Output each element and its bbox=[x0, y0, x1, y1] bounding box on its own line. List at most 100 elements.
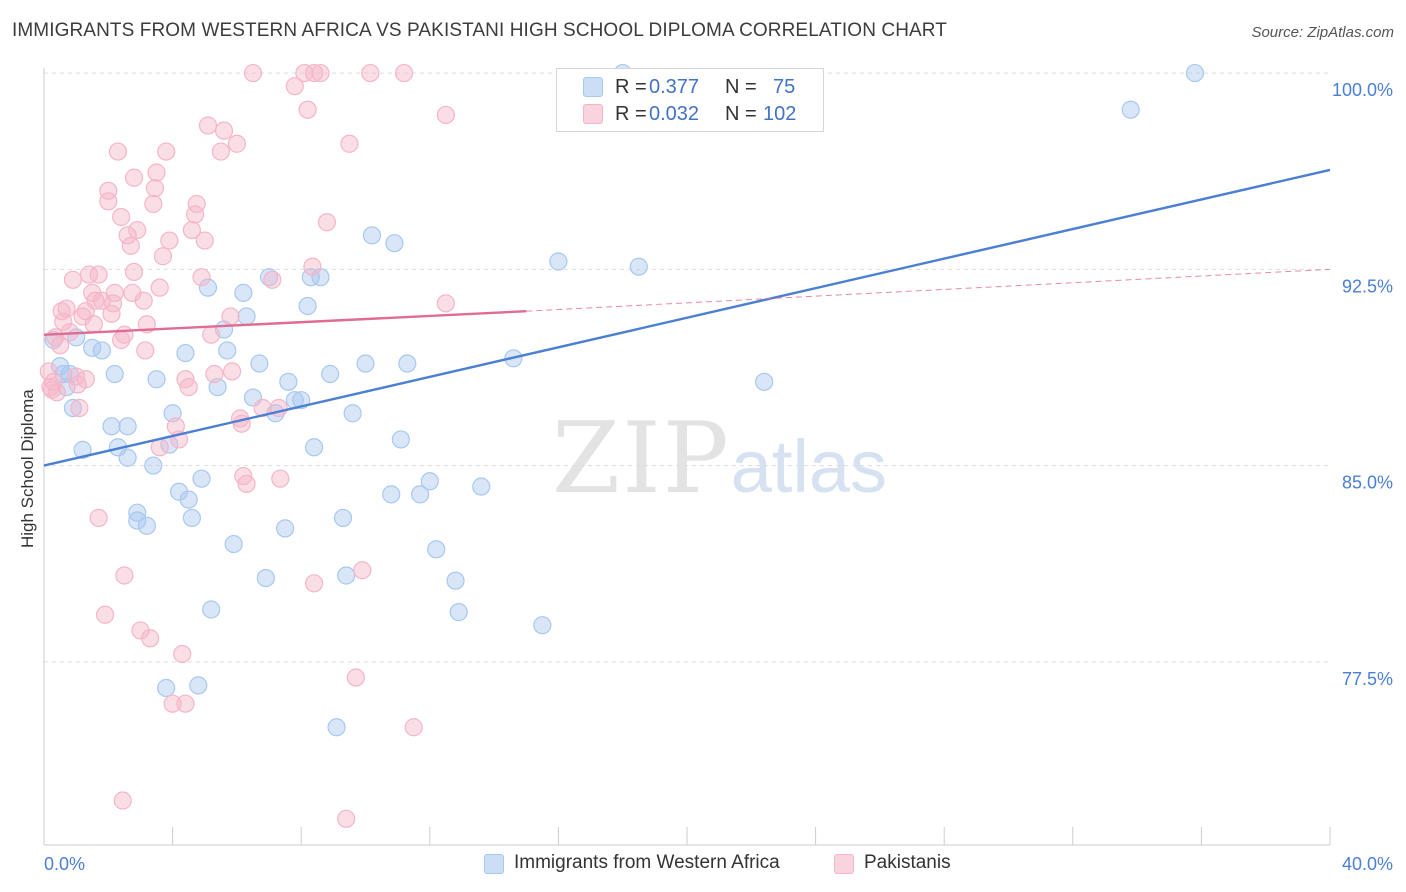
point-pakistanis bbox=[317, 213, 337, 232]
trend-line-pakistanis-extension bbox=[526, 268, 1331, 312]
point-western-africa bbox=[234, 283, 253, 302]
legend-label-western-africa: Immigrants from Western Africa bbox=[514, 852, 780, 873]
point-western-africa bbox=[192, 469, 211, 488]
point-pakistanis bbox=[198, 116, 218, 135]
point-pakistanis bbox=[304, 574, 324, 593]
point-pakistanis bbox=[108, 142, 128, 161]
point-pakistanis bbox=[311, 63, 330, 83]
point-western-africa bbox=[356, 354, 375, 373]
point-pakistanis bbox=[192, 268, 211, 287]
point-western-africa bbox=[179, 490, 198, 509]
trend-line-pakistanis bbox=[43, 310, 527, 336]
point-western-africa bbox=[157, 678, 176, 698]
stats-n-label: N = bbox=[725, 76, 757, 98]
point-pakistanis bbox=[99, 181, 118, 200]
point-pakistanis bbox=[221, 307, 240, 326]
point-pakistanis bbox=[39, 362, 58, 381]
watermark-atlas: atlas bbox=[730, 425, 888, 508]
point-pakistanis bbox=[150, 278, 169, 297]
point-western-africa bbox=[549, 252, 568, 271]
point-western-africa bbox=[420, 472, 439, 491]
point-pakistanis bbox=[285, 77, 304, 96]
point-pakistanis bbox=[237, 474, 256, 493]
point-pakistanis bbox=[95, 605, 115, 624]
point-pakistanis bbox=[195, 231, 214, 250]
point-pakistanis bbox=[179, 377, 198, 397]
point-western-africa bbox=[137, 516, 156, 535]
point-western-africa bbox=[128, 511, 147, 530]
point-pakistanis bbox=[263, 270, 282, 289]
point-pakistanis bbox=[145, 179, 165, 198]
point-western-africa bbox=[629, 257, 648, 276]
point-western-africa bbox=[250, 354, 269, 373]
point-western-africa bbox=[147, 370, 166, 389]
point-pakistanis bbox=[176, 694, 195, 713]
point-pakistanis bbox=[84, 315, 103, 334]
point-western-africa bbox=[449, 603, 468, 622]
point-pakistanis bbox=[214, 121, 234, 140]
point-western-africa bbox=[176, 343, 195, 363]
point-pakistanis bbox=[295, 63, 314, 83]
point-western-africa bbox=[1121, 100, 1140, 119]
stats-n-value: 75 bbox=[773, 76, 796, 98]
point-pakistanis bbox=[115, 566, 134, 585]
point-western-africa bbox=[276, 519, 295, 538]
point-western-africa bbox=[411, 485, 430, 504]
point-pakistanis bbox=[89, 265, 108, 284]
point-pakistanis bbox=[124, 262, 144, 282]
y-tick-label: 100.0% bbox=[1332, 80, 1393, 100]
point-western-africa bbox=[1185, 63, 1205, 83]
point-western-africa bbox=[472, 477, 491, 496]
point-western-africa bbox=[63, 398, 83, 418]
source-label: Source: ZipAtlas.com bbox=[1251, 24, 1394, 41]
point-pakistanis bbox=[79, 265, 99, 284]
point-pakistanis bbox=[353, 561, 372, 580]
point-western-africa bbox=[382, 485, 401, 504]
point-pakistanis bbox=[337, 809, 356, 828]
y-tick-label: 85.0% bbox=[1342, 473, 1393, 493]
y-tick-label: 92.5% bbox=[1342, 276, 1393, 296]
watermark-zip: ZIP bbox=[552, 402, 731, 516]
point-western-africa bbox=[362, 226, 382, 245]
y-tick-label: 77.5% bbox=[1342, 669, 1393, 689]
point-western-africa bbox=[118, 417, 137, 436]
point-western-africa bbox=[333, 508, 353, 528]
point-western-africa bbox=[533, 616, 552, 635]
point-western-africa bbox=[446, 571, 465, 590]
point-pakistanis bbox=[89, 508, 108, 528]
point-pakistanis bbox=[271, 469, 290, 488]
point-pakistanis bbox=[340, 134, 359, 153]
point-pakistanis bbox=[436, 294, 455, 313]
legend-swatch-western-africa bbox=[484, 854, 504, 874]
chart-title: IMMIGRANTS FROM WESTERN AFRICA VS PAKIST… bbox=[12, 20, 947, 41]
point-pakistanis bbox=[68, 375, 87, 394]
point-western-africa bbox=[105, 364, 124, 384]
point-western-africa bbox=[218, 341, 237, 360]
point-pakistanis bbox=[182, 220, 201, 240]
point-pakistanis bbox=[394, 63, 414, 83]
point-pakistanis bbox=[243, 63, 263, 83]
point-pakistanis bbox=[187, 194, 206, 214]
point-pakistanis bbox=[52, 302, 71, 321]
point-pakistanis bbox=[153, 247, 173, 266]
point-western-africa bbox=[198, 278, 218, 297]
point-western-africa bbox=[128, 503, 147, 522]
point-western-africa bbox=[256, 568, 275, 588]
point-pakistanis bbox=[303, 257, 322, 276]
point-pakistanis bbox=[118, 226, 137, 245]
point-pakistanis bbox=[128, 220, 147, 240]
point-pakistanis bbox=[202, 325, 221, 344]
stats-n-value: 102 bbox=[763, 103, 797, 125]
point-western-africa bbox=[92, 341, 111, 360]
point-pakistanis bbox=[211, 142, 230, 161]
point-pakistanis bbox=[124, 168, 144, 187]
stats-r-label: R = bbox=[615, 103, 647, 125]
point-pakistanis bbox=[63, 270, 83, 289]
point-western-africa bbox=[102, 417, 121, 436]
stats-r-label: R = bbox=[615, 76, 647, 98]
y-axis-label: High School Diploma bbox=[18, 389, 37, 548]
point-pakistanis bbox=[70, 398, 89, 418]
stats-r-value: 0.377 bbox=[649, 76, 700, 98]
point-western-africa bbox=[73, 440, 92, 459]
point-pakistanis bbox=[57, 299, 76, 318]
